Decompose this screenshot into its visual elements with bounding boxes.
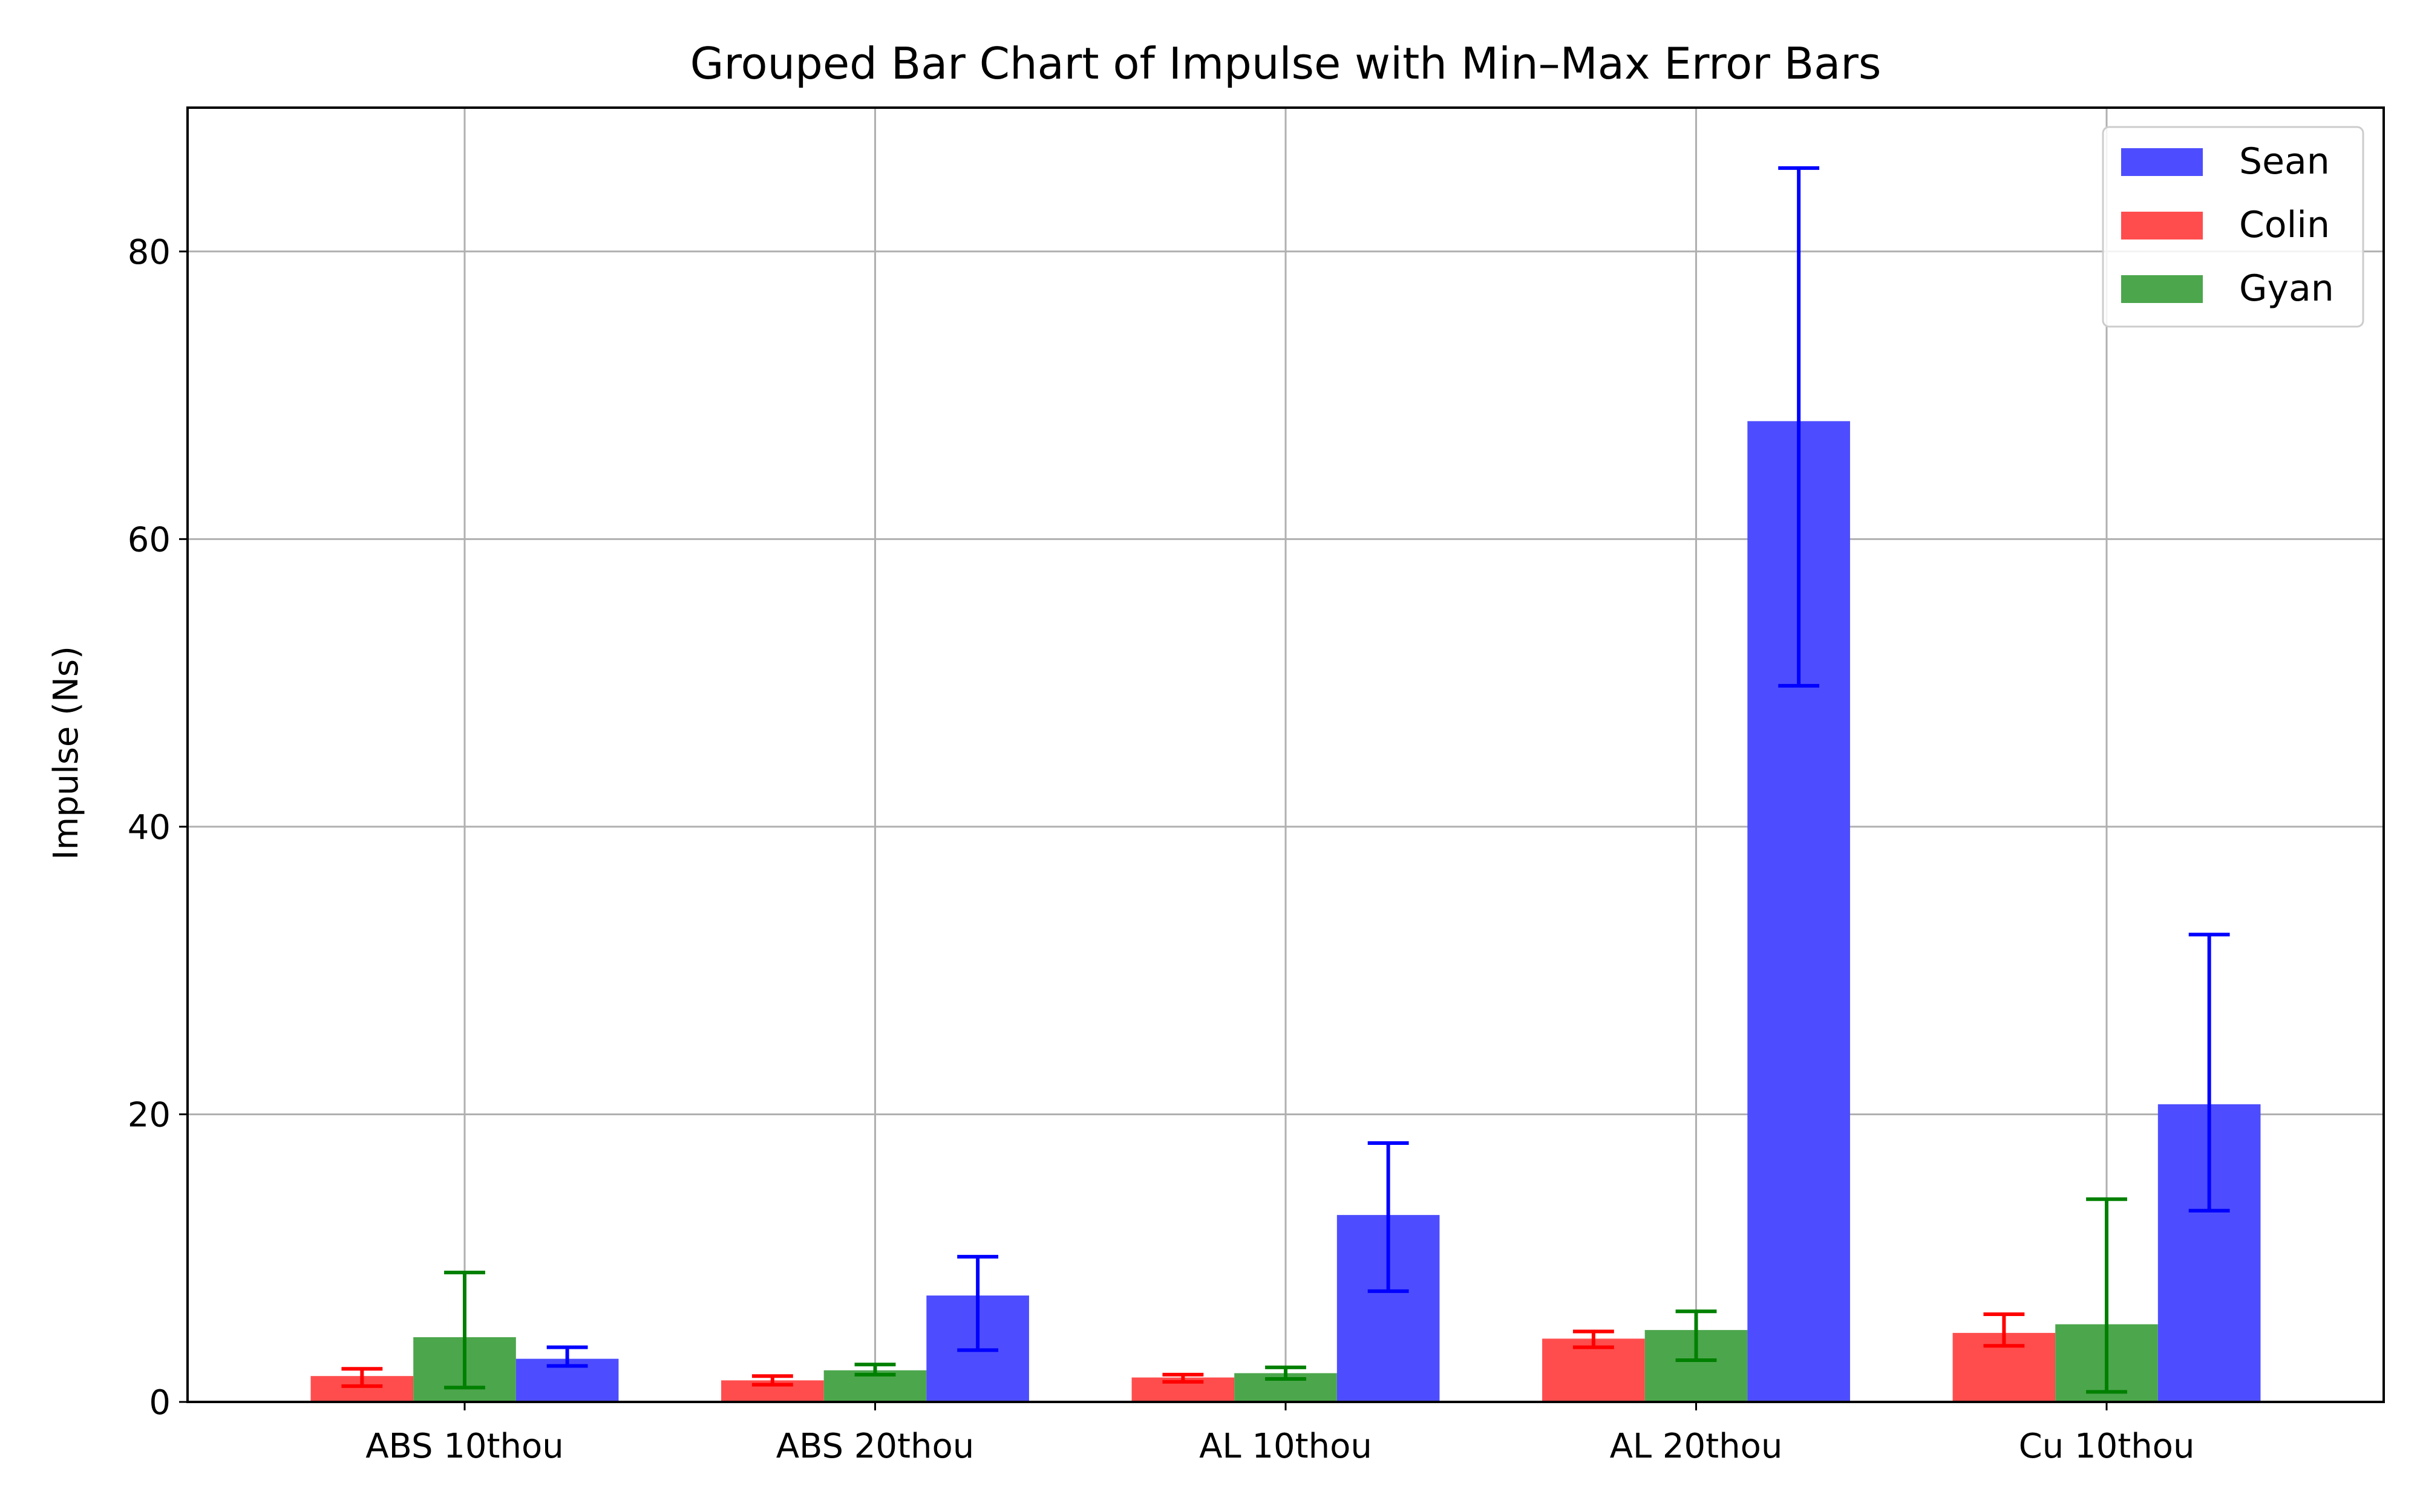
x-tick-label: AL 20thou — [1610, 1427, 1783, 1466]
x-tick-label: Cu 10thou — [2019, 1427, 2195, 1466]
y-tick-label: 0 — [149, 1383, 171, 1422]
y-axis-label: Impulse (Ns) — [47, 646, 86, 860]
y-tick-label: 40 — [128, 808, 171, 847]
legend-label-sean: Sean — [2239, 140, 2330, 183]
axis-ticks: 0 20 40 60 80 ABS 10thou ABS 20thou AL 10thou AL… — [128, 233, 2195, 1466]
x-tick-label: AL 10thou — [1199, 1427, 1372, 1466]
x-tick-label: ABS 10thou — [365, 1427, 564, 1466]
grid-lines — [188, 108, 2384, 1403]
chart-title: Grouped Bar Chart of Impulse with Min–Ma… — [690, 38, 1882, 89]
legend-swatch-gyan — [2121, 275, 2203, 303]
x-tick-label: ABS 20thou — [776, 1427, 975, 1466]
legend-label-colin: Colin — [2239, 204, 2330, 246]
legend-swatch-colin — [2121, 212, 2203, 240]
y-tick-label: 20 — [128, 1095, 171, 1135]
y-tick-label: 80 — [128, 233, 171, 272]
legend: Sean Colin Gyan — [2102, 126, 2364, 328]
legend-swatch-sean — [2121, 148, 2203, 176]
y-tick-label: 60 — [128, 520, 171, 559]
bar-colin-3 — [1542, 1338, 1645, 1402]
error-bars — [341, 166, 2230, 1394]
legend-label-gyan: Gyan — [2239, 267, 2334, 310]
